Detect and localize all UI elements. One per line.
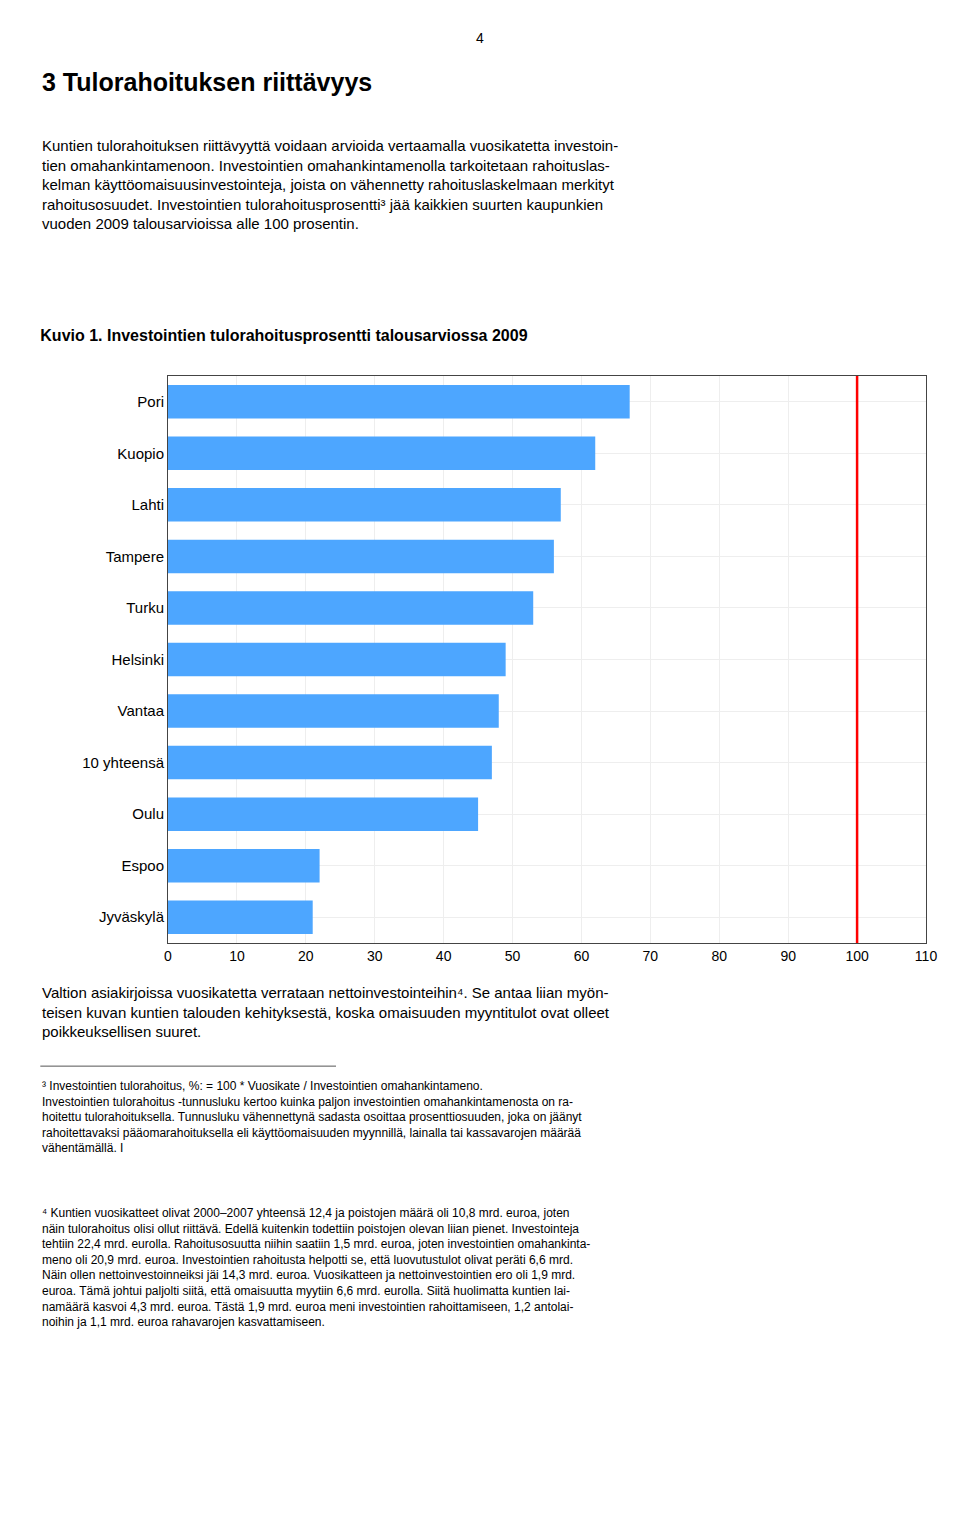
svg-text:³ Investointien tulorahoitus,: ³ Investointien tulorahoitus, %: = 100 *… bbox=[42, 1079, 582, 1155]
svg-text:3 Tulorahoituksen riittävyys: 3 Tulorahoituksen riittävyys bbox=[42, 68, 372, 96]
svg-text:Pori: Pori bbox=[137, 393, 164, 410]
svg-text:Turku: Turku bbox=[126, 599, 164, 616]
svg-text:⁴ Kuntien vuosikatteet olivat: ⁴ Kuntien vuosikatteet olivat 2000–2007 … bbox=[42, 1206, 590, 1329]
svg-text:Kuntien tulorahoituksen riittä: Kuntien tulorahoituksen riittävyyttä voi… bbox=[42, 137, 618, 232]
svg-text:0: 0 bbox=[164, 948, 172, 964]
svg-text:50: 50 bbox=[505, 948, 521, 964]
svg-text:40: 40 bbox=[436, 948, 452, 964]
svg-text:Jyväskylä: Jyväskylä bbox=[99, 908, 165, 925]
svg-text:90: 90 bbox=[780, 948, 796, 964]
svg-text:10 yhteensä: 10 yhteensä bbox=[82, 754, 164, 771]
svg-text:Lahti: Lahti bbox=[131, 496, 164, 513]
svg-text:10: 10 bbox=[229, 948, 245, 964]
svg-text:110: 110 bbox=[915, 948, 938, 964]
svg-text:Oulu: Oulu bbox=[132, 805, 164, 822]
svg-text:Vantaa: Vantaa bbox=[118, 702, 165, 719]
svg-text:80: 80 bbox=[711, 948, 727, 964]
svg-text:Valtion asiakirjoissa vuosikat: Valtion asiakirjoissa vuosikatetta verra… bbox=[42, 984, 610, 1040]
svg-text:4: 4 bbox=[476, 30, 484, 46]
svg-text:Helsinki: Helsinki bbox=[111, 651, 164, 668]
svg-text:60: 60 bbox=[574, 948, 590, 964]
svg-text:70: 70 bbox=[643, 948, 659, 964]
svg-text:100: 100 bbox=[845, 948, 869, 964]
svg-text:Kuopio: Kuopio bbox=[117, 445, 164, 462]
svg-text:Kuvio 1. Investointien tulorah: Kuvio 1. Investointien tulorahoitusprose… bbox=[40, 327, 527, 344]
svg-text:Espoo: Espoo bbox=[121, 857, 164, 874]
svg-text:20: 20 bbox=[298, 948, 314, 964]
svg-text:30: 30 bbox=[367, 948, 383, 964]
svg-text:Tampere: Tampere bbox=[106, 548, 164, 565]
